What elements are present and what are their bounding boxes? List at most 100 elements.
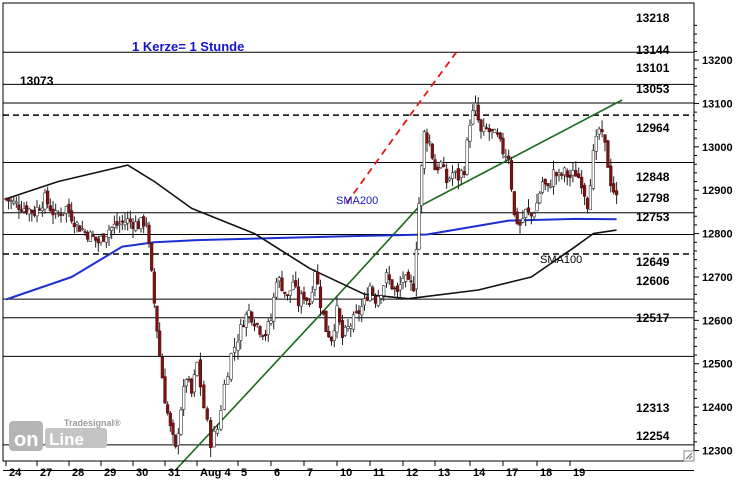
candle-body — [305, 297, 309, 301]
candle-body — [277, 277, 281, 282]
candle-body — [283, 291, 287, 294]
candle — [390, 279, 394, 291]
candle — [192, 369, 196, 397]
candle — [379, 294, 383, 305]
candle-body — [546, 183, 550, 187]
level-labels: 13218 13144 13101 13053 12964 12848 12798 12753… — [636, 11, 670, 443]
candle-body — [406, 271, 410, 280]
candle — [540, 176, 545, 195]
candle-body — [247, 310, 251, 317]
candle-body — [54, 210, 58, 214]
candle-body — [43, 192, 47, 210]
candle-body — [307, 302, 312, 305]
candle — [574, 160, 578, 177]
support-trendline — [174, 99, 623, 472]
candle — [155, 305, 159, 339]
candle — [376, 289, 380, 308]
candle-body — [176, 433, 180, 446]
candle-body — [80, 228, 84, 231]
candle-body — [27, 208, 31, 215]
candle-body — [94, 236, 98, 241]
candle-body — [239, 324, 243, 341]
candle-body — [404, 274, 408, 282]
candle-body — [473, 102, 478, 112]
candle-body — [518, 221, 522, 226]
candle — [222, 379, 226, 411]
candle-body — [543, 178, 547, 185]
candle — [166, 401, 170, 416]
candle-body — [594, 135, 598, 152]
candle-body — [487, 128, 491, 133]
chart-note: 1 Kerze= 1 Stunde — [132, 39, 244, 54]
candle-body — [316, 272, 320, 285]
level-label: 12848 — [636, 170, 670, 184]
candle — [551, 160, 556, 195]
candle-body — [600, 129, 604, 133]
candle-body — [280, 277, 284, 292]
candle — [272, 292, 276, 330]
candle — [479, 118, 483, 139]
candle — [468, 119, 472, 148]
candle-body — [252, 323, 257, 327]
candle — [577, 167, 581, 179]
sma200-label: SMA200 — [336, 195, 378, 207]
resize-grip-icon[interactable] — [683, 450, 695, 462]
candle — [465, 137, 469, 176]
candle — [549, 179, 553, 189]
candle-body — [51, 208, 55, 216]
candle-body — [327, 331, 331, 338]
candle — [507, 149, 511, 165]
candle — [59, 207, 63, 223]
candle-body — [291, 281, 295, 290]
candle — [398, 276, 402, 297]
candle-body — [131, 222, 135, 229]
candle-body — [294, 280, 298, 287]
candle-body — [428, 141, 432, 144]
x-tick-label: 13 — [438, 467, 450, 479]
candle-body — [614, 190, 619, 196]
candle — [422, 129, 426, 175]
candle-body — [202, 384, 206, 409]
candle-body — [88, 231, 92, 242]
candle-body — [215, 428, 220, 434]
candle — [110, 226, 114, 240]
candle-body — [459, 170, 463, 178]
candle — [107, 224, 111, 246]
level-label: 12313 — [636, 401, 670, 415]
candle-body — [255, 323, 259, 325]
candle-body — [526, 207, 531, 213]
candle-body — [160, 357, 164, 379]
candle-body — [351, 314, 356, 330]
candle — [215, 424, 220, 437]
candle-body — [501, 137, 505, 155]
candle-body — [118, 223, 122, 226]
candle-body — [529, 213, 533, 217]
candle — [144, 217, 148, 228]
candle-body — [456, 168, 460, 181]
x-tick-label: 31 — [168, 467, 180, 479]
candle-body — [562, 167, 567, 176]
candle-body — [102, 233, 106, 242]
candle — [585, 196, 590, 214]
candle-body — [318, 286, 323, 309]
candle-body — [168, 412, 172, 427]
candle-body — [110, 227, 114, 231]
candle — [603, 134, 607, 152]
candle-body — [362, 298, 367, 306]
candle — [171, 419, 175, 444]
candle — [387, 266, 391, 285]
level-label: 12753 — [636, 210, 670, 224]
candle — [123, 213, 127, 231]
candle-body — [120, 220, 124, 223]
candle-body — [147, 224, 151, 245]
candle — [305, 296, 309, 305]
candle — [445, 163, 449, 189]
x-tick-label: 6 — [274, 467, 280, 479]
candle — [294, 271, 298, 289]
candle — [152, 268, 156, 309]
candle-body — [442, 164, 446, 168]
candle-body — [198, 359, 203, 388]
y-axis: 12300 12400 12500 12600 12700 12800 12900 13000… — [693, 3, 733, 461]
